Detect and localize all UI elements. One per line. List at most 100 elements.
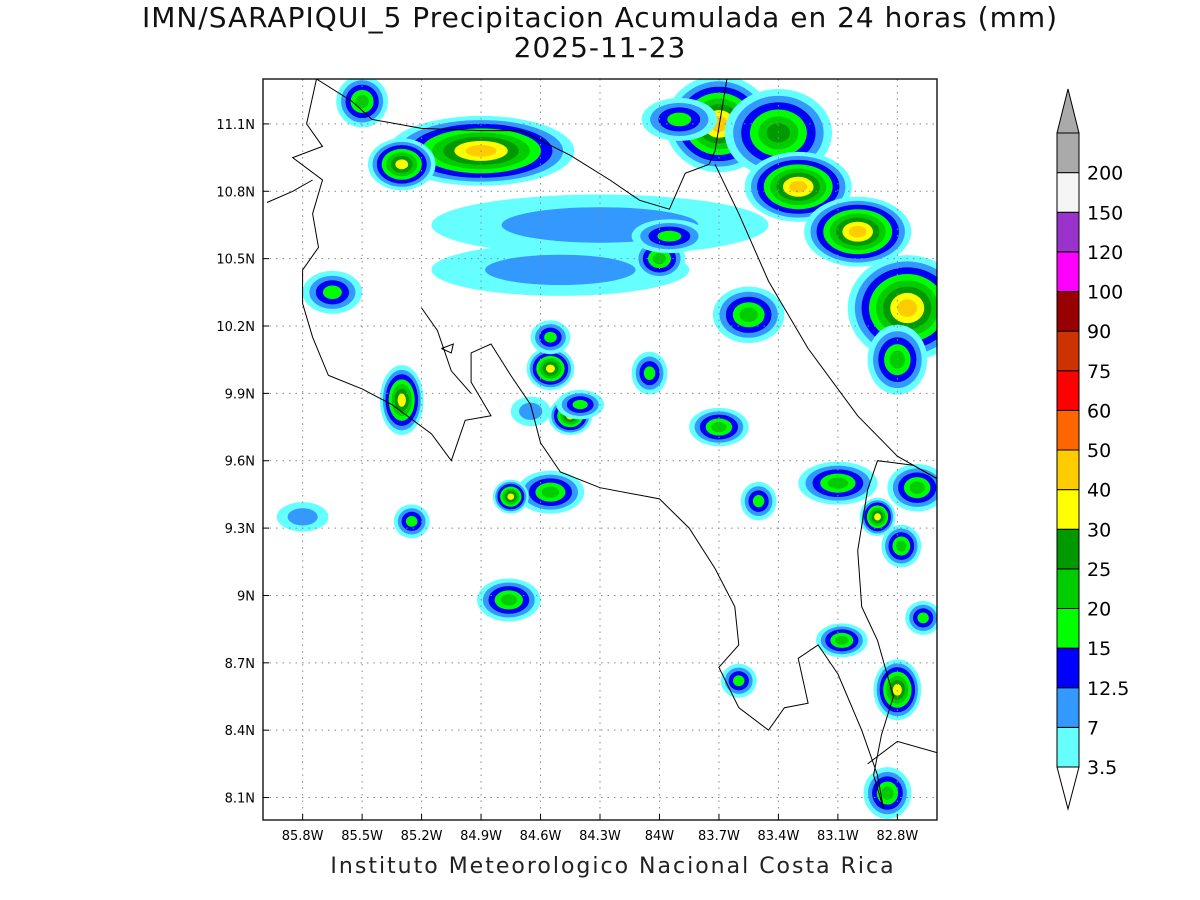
coastline [266, 179, 313, 203]
map-date: 2025-11-23 [513, 31, 687, 64]
rain-cell [516, 470, 585, 514]
rain-cell [863, 767, 912, 820]
rain-contour [544, 331, 557, 343]
coastline [441, 343, 454, 354]
colorbar-swatch [1056, 251, 1080, 292]
rain-cell [336, 79, 388, 128]
colorbar-label: 3.5 [1087, 757, 1117, 779]
rain-cell [631, 351, 668, 395]
rain-contour [917, 612, 929, 624]
rain-contour [896, 540, 907, 552]
institution-footer: Instituto Meteorologico Nacional Costa R… [330, 854, 896, 879]
colorbar-swatch [1056, 409, 1080, 451]
lat-tick-label: 10.5N [216, 253, 255, 268]
map-gridlines [263, 79, 937, 820]
colorbar-legend: 3.5 7 12.5 15 20 25 30 40 50 60 75 90 100 120 150 200 [1056, 88, 1129, 811]
lon-tick-label: 83.7W [698, 829, 740, 844]
rain-contour [405, 515, 418, 527]
rain-contour [657, 230, 682, 242]
rain-cell [367, 138, 436, 191]
lat-tick-label: 8.7N [225, 657, 255, 672]
map-title: IMN/SARAPIQUI_5 Precipitacion Acumulada … [141, 1, 1059, 34]
colorbar-label: 100 [1087, 282, 1123, 304]
lat-tick-label: 11.1N [216, 118, 255, 133]
colorbar-label: 90 [1087, 321, 1111, 343]
rain-cell [859, 497, 896, 537]
coastline [857, 460, 937, 809]
rain-cell [815, 623, 868, 658]
colorbar-swatch [1056, 608, 1080, 649]
coastline-borders [266, 79, 937, 809]
rain-contour [500, 594, 518, 606]
rain-contour [667, 112, 692, 127]
longitude-axis: 85.8W 85.5W 85.2W 84.9W 84.6W 84.3W 84W 83.7W 83… [282, 814, 918, 844]
colorbar-label: 20 [1087, 599, 1111, 621]
precipitation-field [276, 79, 937, 820]
lat-tick-label: 8.4N [225, 724, 255, 739]
colorbar-swatch [1056, 291, 1080, 332]
rain-cell [631, 219, 708, 254]
colorbar-swatch [1056, 687, 1080, 728]
colorbar-label: 25 [1087, 559, 1111, 581]
rain-cell [393, 504, 430, 539]
colorbar-label: 150 [1087, 202, 1123, 224]
colorbar-swatch [1056, 489, 1080, 530]
rain-cell [712, 286, 785, 343]
colorbar-swatch [1056, 449, 1080, 491]
colorbar-swatch [1056, 568, 1080, 609]
rain-cell [379, 365, 424, 436]
rain-cell [492, 479, 529, 514]
latitude-axis: 11.1N 10.8N 10.5N 10.2N 9.9N 9.6N 9.3N 9N 8.7N 8.… [216, 118, 269, 807]
rain-cell [744, 151, 852, 222]
lon-tick-label: 82.8W [876, 829, 918, 844]
rain-contour [541, 486, 560, 498]
rain-cell [720, 663, 757, 698]
rain-cell [689, 407, 749, 447]
rain-contour [892, 684, 902, 696]
rain-contour [739, 307, 758, 323]
colorbar-label: 30 [1087, 519, 1111, 541]
colorbar-label: 75 [1087, 361, 1111, 383]
lat-tick-label: 9.6N [225, 455, 255, 470]
rain-contour [835, 635, 849, 645]
rain-contour [897, 299, 918, 317]
colorbar-swatch [1056, 172, 1080, 213]
colorbar-label: 40 [1087, 480, 1111, 502]
lon-tick-label: 84.9W [460, 829, 502, 844]
rain-contour [652, 253, 667, 265]
rain-contour [322, 285, 342, 300]
colorbar-label: 120 [1087, 242, 1123, 264]
colorbar-arrow-bottom [1056, 766, 1080, 811]
rain-contour [519, 402, 543, 420]
rain-contour [881, 786, 894, 800]
rain-contour [752, 495, 765, 508]
lon-tick-label: 85.2W [401, 829, 443, 844]
rain-contour [572, 399, 588, 410]
coastline [421, 307, 472, 394]
rain-contour [643, 366, 656, 380]
lon-tick-label: 85.8W [282, 829, 324, 844]
rain-cell [873, 659, 922, 721]
rain-cell [276, 502, 329, 532]
coastline [867, 740, 937, 765]
colorbar-swatch [1056, 528, 1080, 570]
rain-cell [740, 481, 777, 521]
rain-cell [556, 389, 605, 420]
lon-tick-label: 83.4W [758, 829, 800, 844]
rain-contour [848, 225, 867, 238]
lat-tick-label: 10.8N [216, 185, 255, 200]
colorbar-label: 7 [1087, 717, 1099, 739]
rain-cell [431, 243, 690, 296]
lon-tick-label: 84W [645, 829, 675, 844]
lon-tick-label: 84.6W [520, 829, 562, 844]
coastline [291, 79, 884, 809]
rain-contour [397, 393, 406, 407]
colorbar-label: 15 [1087, 638, 1111, 660]
rain-contour [909, 481, 925, 494]
colorbar-label: 200 [1087, 163, 1123, 185]
coastline [316, 79, 728, 210]
rain-contour [545, 364, 555, 373]
lon-tick-label: 83.1W [817, 829, 859, 844]
lat-tick-label: 9.9N [225, 387, 255, 402]
